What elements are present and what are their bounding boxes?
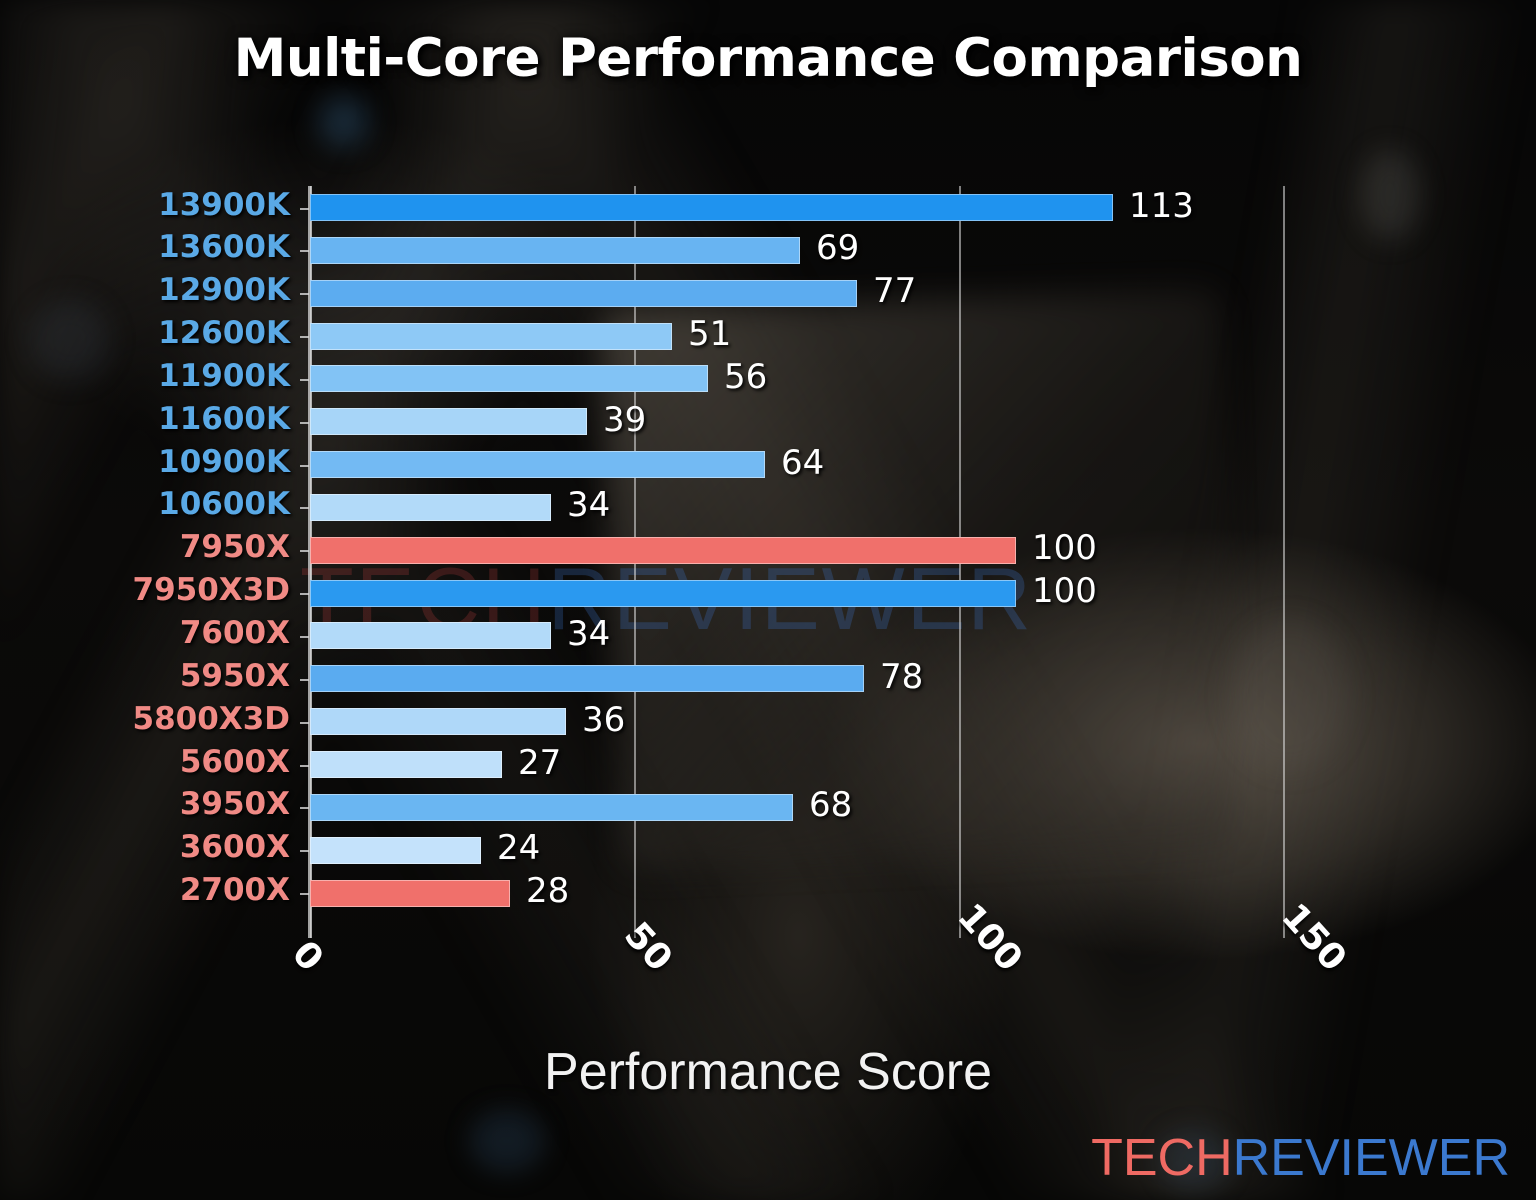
y-label-10900k: 10900K <box>158 443 290 480</box>
logo-tech: TECH <box>1091 1129 1233 1187</box>
y-label-11900k: 11900K <box>158 357 290 394</box>
tick-5800x3d <box>300 721 309 724</box>
bar-value-13900k: 113 <box>1129 185 1194 226</box>
background-bokeh-6 <box>1230 620 1350 770</box>
tick-5600x <box>300 764 309 767</box>
y-label-13600k: 13600K <box>158 229 290 266</box>
y-label-3950x: 3950X <box>179 786 290 823</box>
bar-value-11900k: 56 <box>724 356 768 397</box>
y-label-3600x: 3600X <box>179 829 290 866</box>
bar-7950x[interactable] <box>310 536 1016 564</box>
plot-area: 113 69 77 51 56 39 64 34 100 100 34 78 36 27 68 24 28 <box>300 185 1400 938</box>
tick-2700x <box>300 893 309 896</box>
bar-5800x3d[interactable] <box>310 708 566 736</box>
tick-3950x <box>300 807 309 810</box>
y-label-5950x: 5950X <box>179 657 290 694</box>
page-title: Multi-Core Performance Comparison <box>233 28 1303 89</box>
bar-3950x[interactable] <box>310 793 793 821</box>
bar-value-10600k: 34 <box>567 485 611 526</box>
tick-13900k <box>300 207 309 210</box>
bar-12900k[interactable] <box>310 279 857 307</box>
tick-11600k <box>300 421 309 424</box>
background-bokeh-1 <box>318 96 370 148</box>
bar-value-7950x: 100 <box>1032 528 1097 569</box>
brand-logo: TECHREVIEWER <box>1091 1128 1510 1188</box>
bar-value-3950x: 68 <box>809 785 853 826</box>
bar-5950x[interactable] <box>310 665 864 693</box>
bar-value-7600x: 34 <box>567 613 611 654</box>
y-label-5800x3d: 5800X3D <box>132 700 290 737</box>
background-bokeh-2 <box>30 300 110 380</box>
bar-value-3600x: 24 <box>497 828 541 869</box>
bar-5600x[interactable] <box>310 751 502 779</box>
logo-reviewer: REVIEWER <box>1232 1129 1510 1187</box>
tick-7950x <box>300 550 309 553</box>
tick-12900k <box>300 293 309 296</box>
y-label-7950x3d: 7950X3D <box>132 572 290 609</box>
bar-value-2700x: 28 <box>526 871 570 912</box>
background-bokeh-3 <box>1360 150 1420 240</box>
tick-12600k <box>300 336 309 339</box>
bar-3600x[interactable] <box>310 836 481 864</box>
y-axis-spine <box>308 186 311 938</box>
x-axis-title: Performance Score <box>544 1043 992 1101</box>
bar-value-13600k: 69 <box>816 228 860 269</box>
bar-value-5950x: 78 <box>880 656 924 697</box>
bar-2700x[interactable] <box>310 879 510 907</box>
y-label-7950x: 7950X <box>179 529 290 566</box>
tick-10600k <box>300 507 309 510</box>
bar-value-12600k: 51 <box>688 314 732 355</box>
y-label-10600k: 10600K <box>158 486 290 523</box>
bar-value-5800x3d: 36 <box>582 699 626 740</box>
gridline-150 <box>1283 186 1286 938</box>
tick-5950x <box>300 678 309 681</box>
bar-value-10900k: 64 <box>781 442 825 483</box>
bar-value-5600x: 27 <box>518 742 562 783</box>
y-label-13900k: 13900K <box>158 186 290 223</box>
bar-value-12900k: 77 <box>873 271 917 312</box>
tick-7950x3d <box>300 593 309 596</box>
bar-7600x[interactable] <box>310 622 551 650</box>
y-label-12900k: 12900K <box>158 272 290 309</box>
tick-3600x <box>300 850 309 853</box>
bar-11900k[interactable] <box>310 365 708 393</box>
tick-13600k <box>300 250 309 253</box>
bar-12600k[interactable] <box>310 322 672 350</box>
bar-10900k[interactable] <box>310 451 765 479</box>
tick-10900k <box>300 464 309 467</box>
background-bokeh-4 <box>470 1110 544 1172</box>
y-label-2700x: 2700X <box>179 872 290 909</box>
bar-value-11600k: 39 <box>603 399 647 440</box>
bar-13900k[interactable] <box>310 194 1113 221</box>
bar-value-7950x3d: 100 <box>1032 571 1097 612</box>
bar-13600k[interactable] <box>310 236 800 264</box>
y-label-7600x: 7600X <box>179 614 290 651</box>
bar-7950x3d[interactable] <box>310 579 1016 607</box>
y-label-12600k: 12600K <box>158 315 290 352</box>
tick-11900k <box>300 378 309 381</box>
x-tick-0: 0 <box>283 933 332 980</box>
y-label-5600x: 5600X <box>179 743 290 780</box>
background-bokeh-5 <box>1160 1130 1230 1190</box>
bar-11600k[interactable] <box>310 408 587 436</box>
bar-10600k[interactable] <box>310 493 551 521</box>
y-label-11600k: 11600K <box>158 400 290 437</box>
tick-7600x <box>300 635 309 638</box>
